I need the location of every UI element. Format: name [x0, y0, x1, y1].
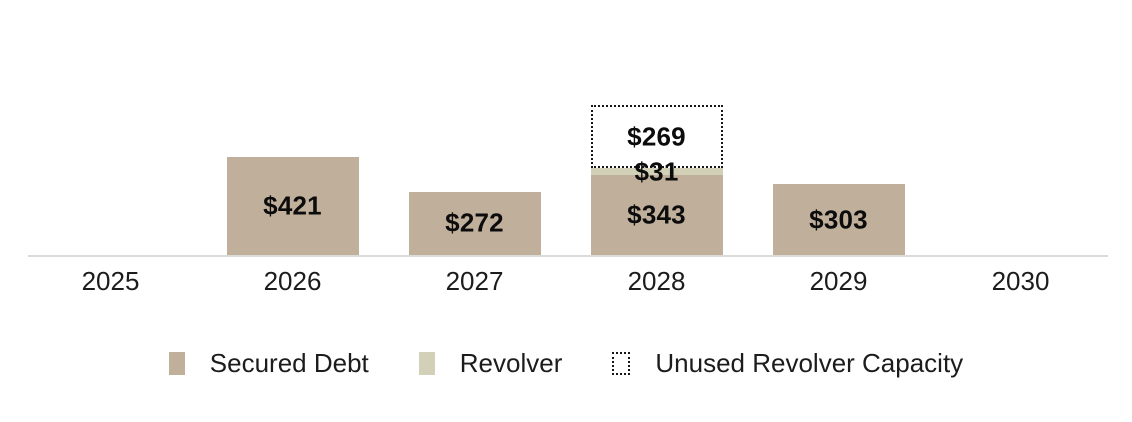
legend-label-unused-revolver-capacity: Unused Revolver Capacity: [655, 348, 964, 378]
x-axis-tick-2028: 2028: [627, 266, 686, 296]
bar-segment-secured-debt-2028: [590, 175, 723, 255]
data-label-unused-revolver-capacity-2028: $269: [627, 121, 686, 152]
chart-legend: Secured Debt Revolver Unused Revolver Capa…: [0, 348, 1132, 379]
legend-swatch-secured-debt: [168, 352, 185, 375]
data-label-secured-debt-2027: $272: [445, 207, 504, 238]
legend-swatch-unused-revolver-capacity: [612, 352, 631, 375]
data-label-revolver-2028: $31: [634, 156, 679, 187]
legend-label-revolver: Revolver: [459, 348, 563, 378]
bar-segment-revolver-2028: [590, 167, 723, 176]
x-axis-tick-2025: 2025: [81, 266, 140, 296]
legend-item-secured-debt: Secured Debt: [168, 348, 369, 379]
data-label-secured-debt-2026: $421: [263, 190, 322, 221]
x-axis-tick-2027: 2027: [445, 266, 504, 296]
legend-item-revolver: Revolver: [418, 348, 563, 379]
x-axis-tick-2030: 2030: [991, 266, 1050, 296]
x-axis-tick-2029: 2029: [809, 266, 868, 296]
bar-segment-secured-debt-2029: [772, 184, 905, 255]
x-axis-tick-2026: 2026: [263, 266, 322, 296]
legend-swatch-revolver: [418, 352, 435, 375]
legend-item-unused-revolver-capacity: Unused Revolver Capacity: [612, 348, 963, 379]
bar-segment-secured-debt-2027: [408, 191, 541, 255]
bar-segment-unused-revolver-capacity-2028: [590, 105, 723, 168]
bar-segment-secured-debt-2026: [226, 156, 359, 255]
x-axis-line: [28, 255, 1108, 257]
data-label-secured-debt-2029: $303: [809, 204, 868, 235]
data-label-secured-debt-2028: $343: [627, 199, 686, 230]
legend-label-secured-debt: Secured Debt: [209, 348, 369, 378]
